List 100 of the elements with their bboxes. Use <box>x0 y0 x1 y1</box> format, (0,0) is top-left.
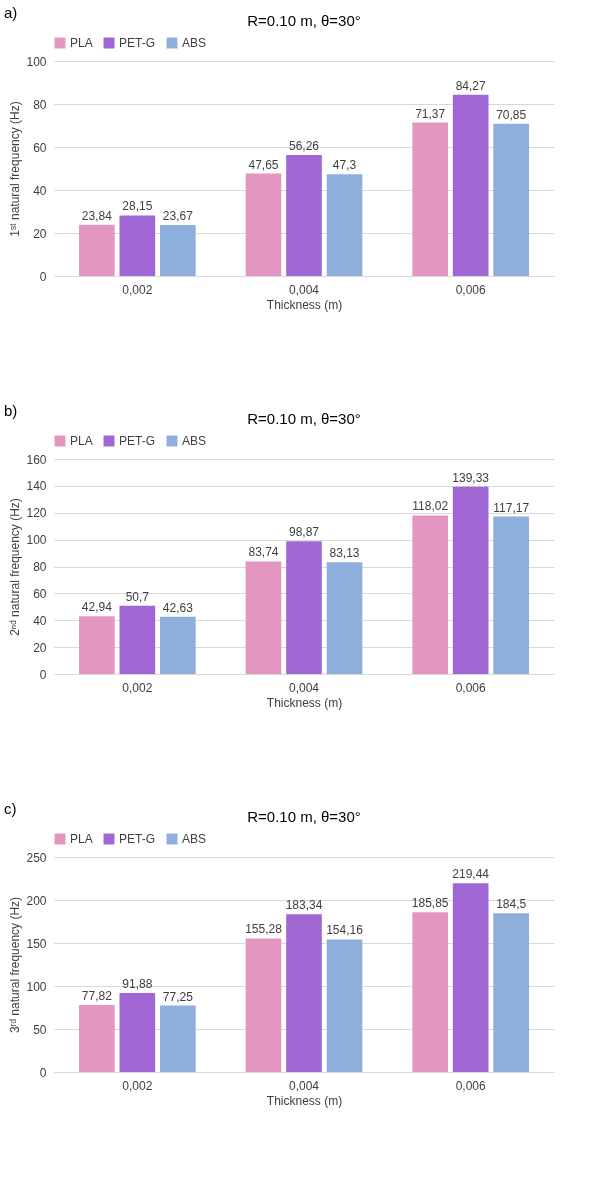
bar <box>286 914 322 1072</box>
legend-label: PLA <box>70 832 93 846</box>
data-label: 42,94 <box>81 600 113 615</box>
bar <box>326 939 363 1072</box>
y-tick-label: 140 <box>26 479 47 494</box>
data-label: 139,33 <box>452 470 490 485</box>
legend-label: ABS <box>182 434 207 448</box>
bar <box>79 224 115 276</box>
y-tick-label: 200 <box>26 893 47 908</box>
data-label: 71,37 <box>415 106 446 121</box>
legend-label: ABS <box>182 832 207 846</box>
y-tick-label: 20 <box>33 640 47 655</box>
data-label: 50,7 <box>125 589 150 604</box>
data-label: 77,25 <box>162 989 194 1004</box>
data-label: 155,28 <box>245 922 283 937</box>
data-label: 83,74 <box>248 545 279 560</box>
text: a) <box>4 4 18 21</box>
y-tick-label: 0 <box>39 667 47 682</box>
chart-title: R=0.10 m, θ=30° <box>247 808 361 825</box>
y-tick-label: 80 <box>33 97 47 112</box>
chart-title: R=0.10 m, θ=30° <box>247 12 361 29</box>
bar <box>160 225 196 276</box>
bar <box>286 155 322 276</box>
bar <box>452 883 489 1072</box>
legend-label: PLA <box>70 434 93 448</box>
bar <box>245 561 282 674</box>
bar <box>286 541 322 674</box>
x-tick-label: 0,004 <box>288 680 320 695</box>
y-tick-label: 100 <box>26 533 47 548</box>
bar <box>452 94 489 276</box>
data-label: 23,84 <box>81 208 113 223</box>
bar <box>326 174 363 276</box>
bar <box>79 1005 115 1072</box>
bar <box>452 486 489 674</box>
data-label: 42,63 <box>162 600 194 615</box>
legend-label: PET-G <box>119 832 156 846</box>
y-tick-label: 160 <box>26 452 47 467</box>
bar <box>493 516 529 674</box>
data-label: 83,13 <box>329 546 360 561</box>
legend-label: ABS <box>182 36 207 50</box>
bar <box>326 562 363 674</box>
data-label: 91,88 <box>122 976 153 991</box>
y-tick-label: 60 <box>33 586 47 601</box>
y-axis-title: 2ⁿᵈ natural frequency (Hz) <box>8 498 23 636</box>
bar <box>160 616 196 674</box>
y-tick-label: 40 <box>33 183 47 198</box>
y-tick-label: 40 <box>33 613 47 628</box>
x-axis-title: Thickness (m) <box>266 1093 343 1108</box>
legend-label: PET-G <box>119 434 156 448</box>
y-tick-label: 120 <box>26 506 47 521</box>
x-tick-label: 0,004 <box>288 1078 320 1093</box>
bar <box>493 123 529 276</box>
data-label: 56,26 <box>288 139 320 154</box>
bar <box>119 215 156 276</box>
x-axis-title: Thickness (m) <box>266 297 343 312</box>
data-label: 184,5 <box>496 897 527 912</box>
data-label: 185,85 <box>411 896 449 911</box>
legend-label: PET-G <box>119 36 156 50</box>
bar <box>119 992 156 1072</box>
bar <box>119 605 156 674</box>
text: b) <box>4 402 18 419</box>
data-label: 183,34 <box>285 898 323 913</box>
legend-label: PLA <box>70 36 93 50</box>
data-label: 98,87 <box>288 525 320 540</box>
bar <box>412 912 448 1072</box>
x-tick-label: 0,002 <box>122 1078 153 1093</box>
data-label: 47,65 <box>248 157 279 172</box>
bar <box>160 1005 196 1072</box>
y-tick-label: 250 <box>26 850 47 865</box>
bar <box>493 913 529 1072</box>
y-tick-label: 80 <box>33 560 47 574</box>
y-tick-label: 100 <box>26 979 47 994</box>
y-tick-label: 100 <box>26 54 47 69</box>
data-label: 219,44 <box>452 867 490 882</box>
y-tick-label: 20 <box>33 226 47 241</box>
data-label: 70,85 <box>496 107 527 122</box>
data-label: 23,67 <box>162 209 194 224</box>
data-label: 77,82 <box>81 989 113 1004</box>
y-tick-label: 50 <box>33 1022 47 1037</box>
bar <box>412 122 448 276</box>
x-tick-label: 0,006 <box>455 282 487 297</box>
x-tick-label: 0,006 <box>455 1078 487 1093</box>
y-tick-label: 0 <box>39 1065 47 1080</box>
y-axis-title: 3ʳᵈ natural frequency (Hz) <box>8 896 23 1034</box>
data-label: 117,17 <box>493 500 530 515</box>
y-tick-label: 60 <box>33 140 47 155</box>
data-label: 47,3 <box>332 158 357 173</box>
bar <box>79 616 115 674</box>
text: c) <box>4 800 17 817</box>
data-label: 154,16 <box>326 923 364 938</box>
y-tick-label: 0 <box>39 269 47 284</box>
data-label: 28,15 <box>122 199 153 214</box>
y-tick-label: 150 <box>26 936 47 951</box>
x-axis-title: Thickness (m) <box>266 695 343 710</box>
bar <box>412 515 448 674</box>
bar <box>245 938 282 1072</box>
y-axis-title: 1ˢᵗ natural frequency (Hz) <box>8 101 23 237</box>
x-tick-label: 0,002 <box>122 282 153 297</box>
bar <box>245 173 282 276</box>
data-label: 118,02 <box>412 499 449 514</box>
